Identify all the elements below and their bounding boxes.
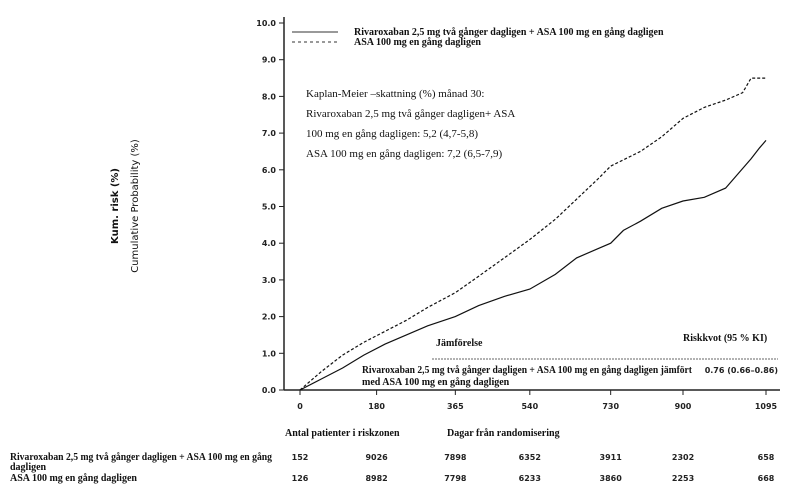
risk-row-label: Rivaroxaban 2,5 mg två gånger dagligen +…: [10, 452, 272, 463]
x-tick-label: 1095: [755, 402, 778, 411]
legend-label-2: ASA 100 mg en gång dagligen: [354, 37, 481, 48]
x-tick-label: 540: [521, 402, 538, 411]
hr-header: Riskkvot (95 % KI): [683, 333, 767, 344]
x-tick-label: 0: [297, 402, 303, 411]
x-tick-label: 730: [602, 402, 619, 411]
x-axis-label: Dagar från randomisering: [447, 428, 560, 439]
y-axis-label-overlay: Kum. risk (%): [110, 168, 121, 244]
risk-count: 2302: [672, 453, 694, 462]
x-tick-label: 900: [675, 402, 692, 411]
series-line-1: [299, 140, 767, 391]
risk-count: 126: [292, 474, 309, 483]
y-tick-label: 6.0: [262, 166, 277, 175]
km-annotation-line: Rivaroxaban 2,5 mg två gånger dagligen+ …: [306, 108, 515, 120]
km-annotation-line: 100 mg en gång dagligen: 5,2 (4,7-5,8): [306, 128, 478, 140]
risk-count: 8982: [365, 474, 387, 483]
y-tick-label: 0.0: [262, 386, 277, 395]
risk-count: 152: [292, 453, 309, 462]
legend-label-1: Rivaroxaban 2,5 mg två gånger dagligen +…: [354, 27, 664, 38]
risk-table-title: Antal patienter i riskzonen: [285, 428, 400, 439]
risk-row-label: ASA 100 mg en gång dagligen: [10, 473, 137, 484]
risk-count: 7798: [444, 474, 467, 483]
risk-row-label-cont: dagligen: [10, 462, 47, 473]
y-tick-label: 9.0: [262, 56, 277, 65]
risk-count: 3911: [600, 453, 623, 462]
risk-count: 658: [758, 453, 775, 462]
km-annotation-line: Kaplan-Meier –skattning (%) månad 30:: [306, 88, 484, 100]
x-tick-label: 365: [447, 402, 464, 411]
risk-count: 3860: [600, 474, 623, 483]
risk-count: 6352: [519, 453, 541, 462]
y-tick-label: 2.0: [262, 313, 277, 322]
km-annotation-line: ASA 100 mg en gång dagligen: 7,2 (6,5-7,…: [306, 148, 502, 160]
y-axis-label: Cumulative Probability (%): [130, 139, 141, 273]
risk-count: 7898: [444, 453, 467, 462]
y-tick-label: 3.0: [262, 276, 277, 285]
y-tick-label: 7.0: [262, 129, 277, 138]
y-tick-label: 8.0: [262, 92, 277, 101]
risk-count: 6233: [519, 474, 541, 483]
hazard-ratio: 0.76 (0.66–0.86): [705, 366, 778, 375]
x-tick-label: 180: [368, 402, 385, 411]
y-tick-label: 5.0: [262, 203, 277, 212]
risk-count: 9026: [365, 453, 388, 462]
risk-count: 2253: [672, 474, 694, 483]
risk-count: 668: [758, 474, 775, 483]
y-tick-label: 10.0: [256, 19, 276, 28]
series-line-2: [299, 77, 766, 391]
comparison-row-line1: Rivaroxaban 2,5 mg två gånger dagligen +…: [362, 365, 693, 376]
y-tick-label: 1.0: [262, 349, 277, 358]
comparison-header: Jämförelse: [436, 338, 483, 349]
y-tick-label: 4.0: [262, 239, 277, 248]
comparison-row-line2: med ASA 100 mg en gång dagligen: [362, 377, 510, 388]
